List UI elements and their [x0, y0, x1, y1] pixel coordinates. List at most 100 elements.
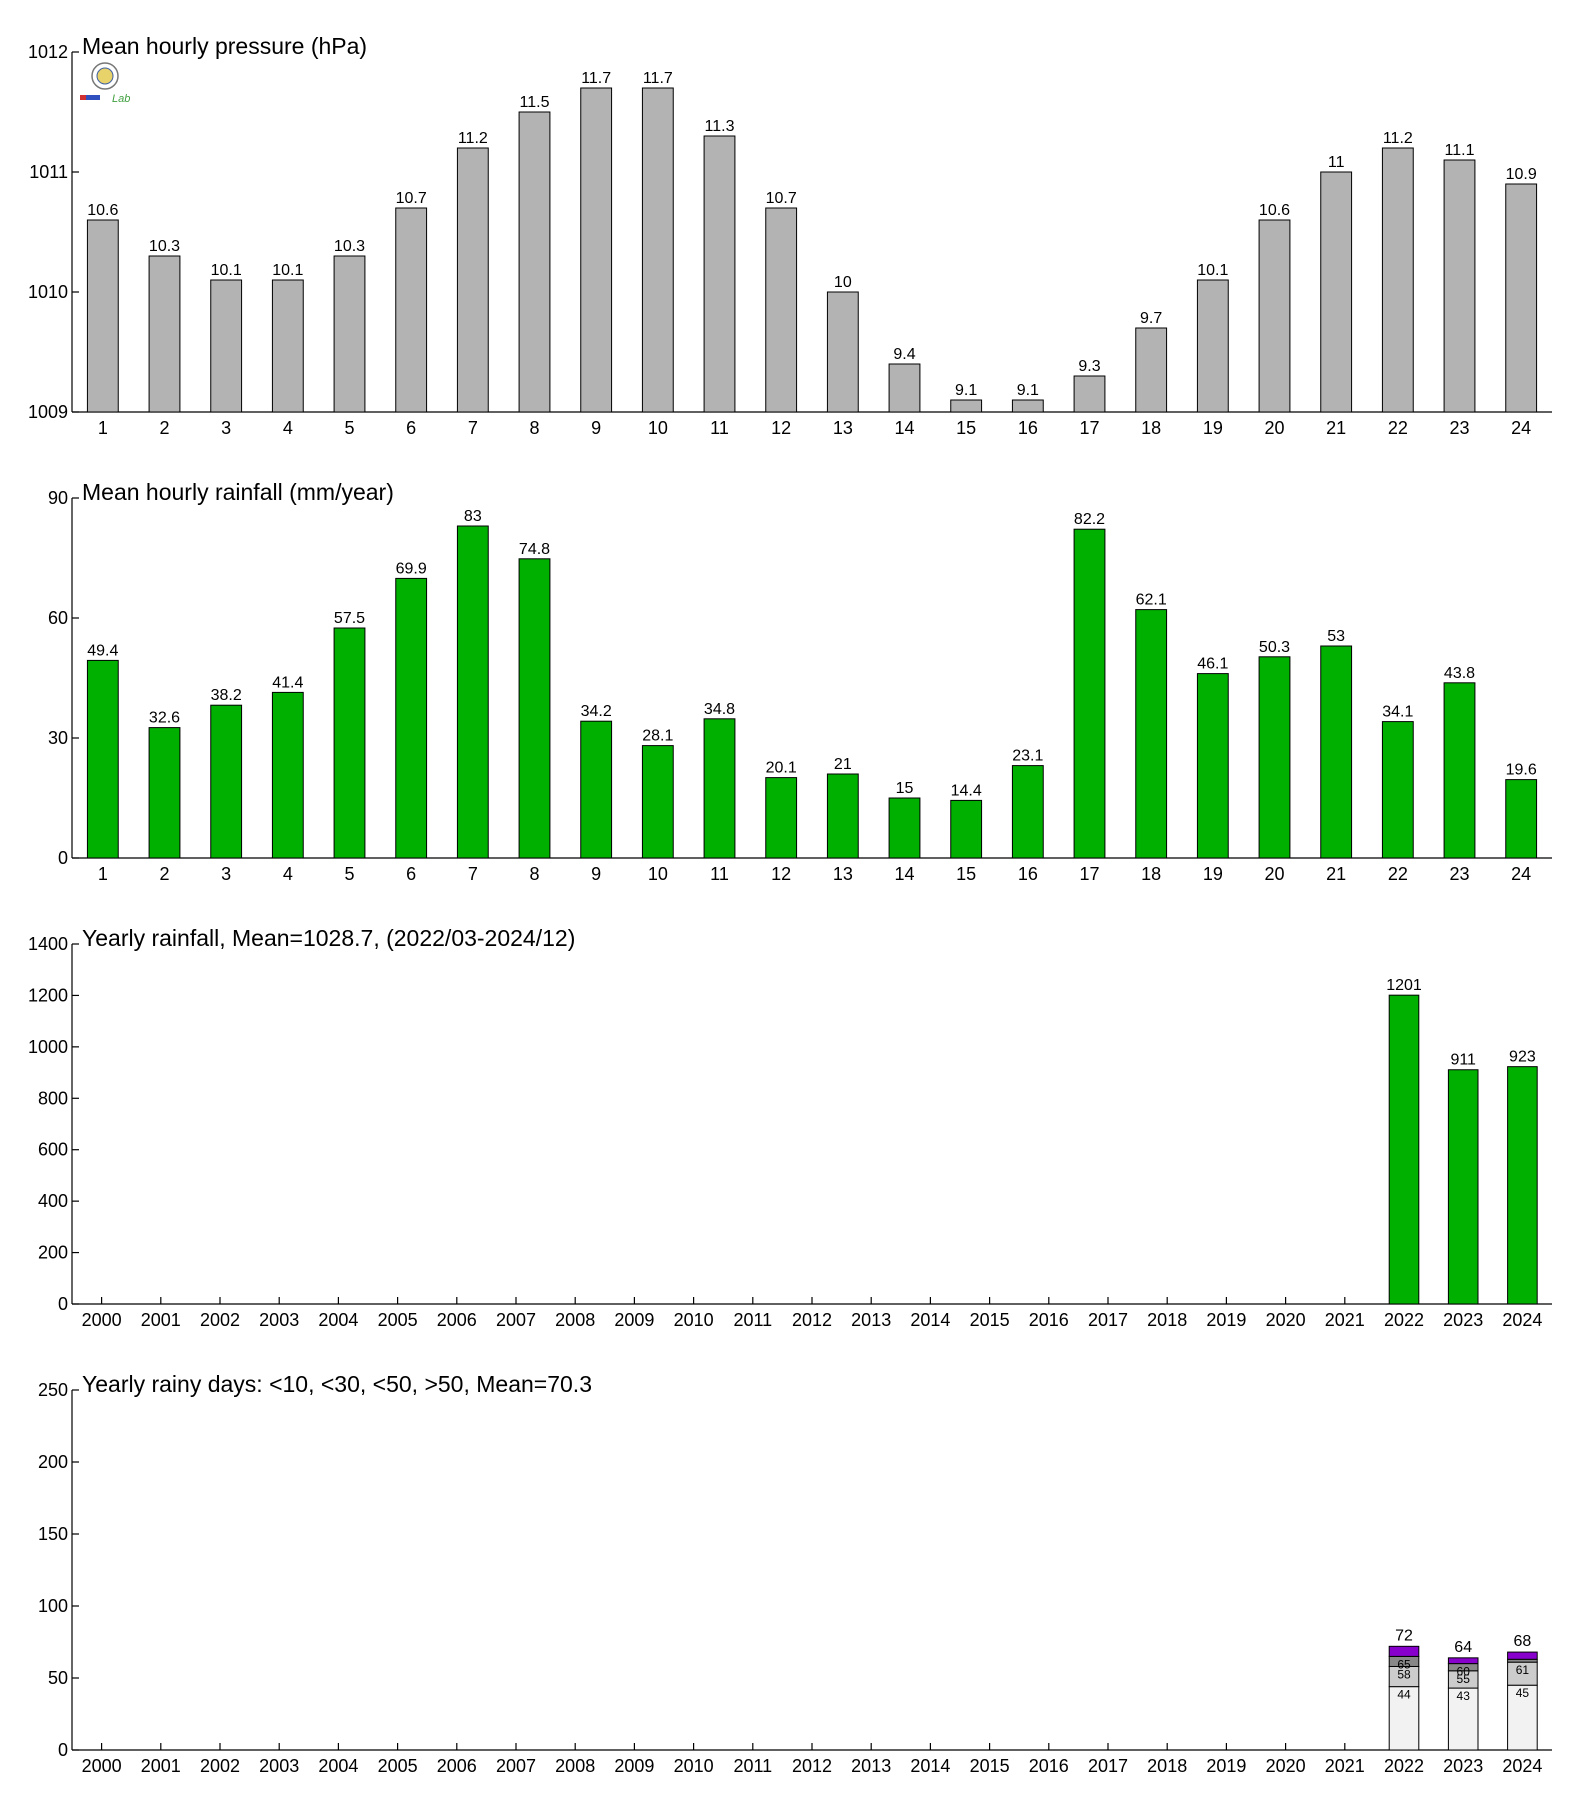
- panel1-bar-value-label: 9.3: [1078, 358, 1100, 375]
- panel4-x-tick-label: 2017: [1088, 1756, 1128, 1776]
- panel2-x-tick-label: 10: [648, 864, 668, 884]
- panel1-bar: [1196, 279, 1229, 413]
- panel2-x-tick-label: 19: [1203, 864, 1223, 884]
- panel3-x-tick-label: 2017: [1088, 1310, 1128, 1330]
- panel3-y-tick-label: 1200: [28, 985, 68, 1005]
- panel2-bar-value-label: 15: [896, 780, 914, 797]
- panel4-x-tick-label: 2004: [318, 1756, 358, 1776]
- panel1-bar: [210, 279, 243, 413]
- panel3-y-tick-label: 1000: [28, 1037, 68, 1057]
- panel3-x-tick-label: 2010: [674, 1310, 714, 1330]
- panel2-y-tick-label: 30: [48, 728, 68, 748]
- panel1-x-tick-label: 10: [648, 418, 668, 438]
- panel1-bar: [1381, 147, 1414, 413]
- panel4-x-tick-label: 2007: [496, 1756, 536, 1776]
- panel1-bar: [271, 279, 304, 413]
- panel1-x-tick-label: 5: [344, 418, 354, 438]
- panel3-bar: [1447, 1069, 1479, 1305]
- panel4-segment-label: 43: [1457, 1689, 1471, 1703]
- panel2-bar: [888, 797, 921, 859]
- panel1-bar-value-label: 10.6: [1259, 202, 1290, 219]
- panel4-x-tick-label: 2005: [378, 1756, 418, 1776]
- panel2-bar-value-label: 49.4: [87, 642, 118, 659]
- panel4-segment-label: 45: [1516, 1686, 1530, 1700]
- panel2-bar-value-label: 74.8: [519, 541, 550, 558]
- panel3-y-tick-label: 400: [38, 1191, 68, 1211]
- panel3-x-tick-label: 2023: [1443, 1310, 1483, 1330]
- panel1-bar: [1073, 375, 1106, 413]
- panel2-bar-value-label: 23.1: [1012, 748, 1043, 765]
- panel2-x-tick-label: 16: [1018, 864, 1038, 884]
- panel4-x-tick-label: 2009: [614, 1756, 654, 1776]
- panel1-bar-value-label: 11.2: [458, 130, 488, 147]
- panel3-x-tick-label: 2005: [378, 1310, 418, 1330]
- panel3-title: Yearly rainfall, Mean=1028.7, (2022/03-2…: [82, 925, 575, 951]
- panel4-x-tick-label: 2020: [1266, 1756, 1306, 1776]
- panel1-bar-value-label: 9.1: [1017, 382, 1039, 399]
- panel1-bar: [765, 207, 798, 413]
- panel4-total-label: 72: [1395, 1627, 1413, 1644]
- panel2-bar: [1196, 673, 1229, 859]
- panel1-x-tick-label: 21: [1326, 418, 1346, 438]
- panel3-y-tick-label: 0: [58, 1294, 68, 1314]
- panel4-stack-segment: [1447, 1657, 1479, 1665]
- panel3-x-tick-label: 2021: [1325, 1310, 1365, 1330]
- panel4-stack-segment: [1388, 1686, 1420, 1751]
- panel1-bar: [333, 255, 366, 413]
- panel2-bar: [1443, 682, 1476, 859]
- panel2-x-tick-label: 15: [956, 864, 976, 884]
- panel2-x-tick-label: 24: [1511, 864, 1531, 884]
- panel2-x-tick-label: 8: [529, 864, 539, 884]
- panel2-bar: [1135, 609, 1168, 859]
- panel2-bar: [1381, 721, 1414, 859]
- panel4-total-label: 64: [1454, 1639, 1472, 1656]
- panel4-y-tick-label: 100: [38, 1596, 68, 1616]
- panel1-bar: [148, 255, 181, 413]
- panel1-x-tick-label: 14: [894, 418, 914, 438]
- panel2-bar: [826, 773, 859, 859]
- panel4-y-tick-label: 250: [38, 1380, 68, 1400]
- panel4-total-label: 68: [1514, 1633, 1532, 1650]
- panel2-bar: [1011, 765, 1044, 859]
- panel1-x-tick-label: 2: [159, 418, 169, 438]
- panel2-bar-value-label: 82.2: [1074, 511, 1105, 528]
- panel2-x-tick-label: 17: [1079, 864, 1099, 884]
- panel1-bar-value-label: 10.3: [149, 238, 180, 255]
- panel1-x-tick-label: 16: [1018, 418, 1038, 438]
- panel1-x-tick-label: 4: [283, 418, 293, 438]
- logo-seal-inner-icon: [96, 67, 114, 85]
- panel2-bar-value-label: 38.2: [211, 687, 242, 704]
- panel1-x-tick-label: 24: [1511, 418, 1531, 438]
- panel1-x-tick-label: 7: [468, 418, 478, 438]
- panel2-bar-value-label: 14.4: [951, 782, 982, 799]
- panel4-y-tick-label: 150: [38, 1524, 68, 1544]
- panel1-bar: [456, 147, 489, 413]
- panel1-y-tick-label: 1009: [28, 402, 68, 422]
- panel2-x-tick-label: 13: [833, 864, 853, 884]
- panel2-x-tick-label: 11: [710, 864, 729, 884]
- panel1-bar-value-label: 10.3: [334, 238, 365, 255]
- panel2-y-tick-label: 90: [48, 488, 68, 508]
- panel1-bar-value-label: 9.4: [893, 346, 915, 363]
- panel1-x-tick-label: 22: [1388, 418, 1408, 438]
- panel1-x-tick-label: 18: [1141, 418, 1161, 438]
- panel2-x-tick-label: 3: [221, 864, 231, 884]
- panel1-bar-value-label: 11: [1328, 154, 1345, 171]
- panel1-bar-value-label: 10.1: [272, 262, 303, 279]
- panel2-bar: [1073, 528, 1106, 859]
- panel1-x-tick-label: 23: [1449, 418, 1469, 438]
- panel2-bar-value-label: 20.1: [766, 760, 797, 777]
- panel1-bar: [703, 135, 736, 413]
- panel4-y-tick-label: 0: [58, 1740, 68, 1760]
- panel1-bar-value-label: 11.7: [581, 70, 611, 87]
- panel1-bar: [86, 219, 119, 413]
- panel1-bar: [1135, 327, 1168, 413]
- lab-logo-icon: Lab: [80, 62, 130, 105]
- panel1-bar: [888, 363, 921, 413]
- panel4-x-tick-label: 2000: [82, 1756, 122, 1776]
- panel2-title: Mean hourly rainfall (mm/year): [82, 479, 394, 505]
- panel2-x-tick-label: 14: [894, 864, 914, 884]
- panel1-x-tick-label: 8: [529, 418, 539, 438]
- panel1-bar-value-label: 11.5: [520, 94, 550, 111]
- panel2-bar-value-label: 28.1: [642, 728, 673, 745]
